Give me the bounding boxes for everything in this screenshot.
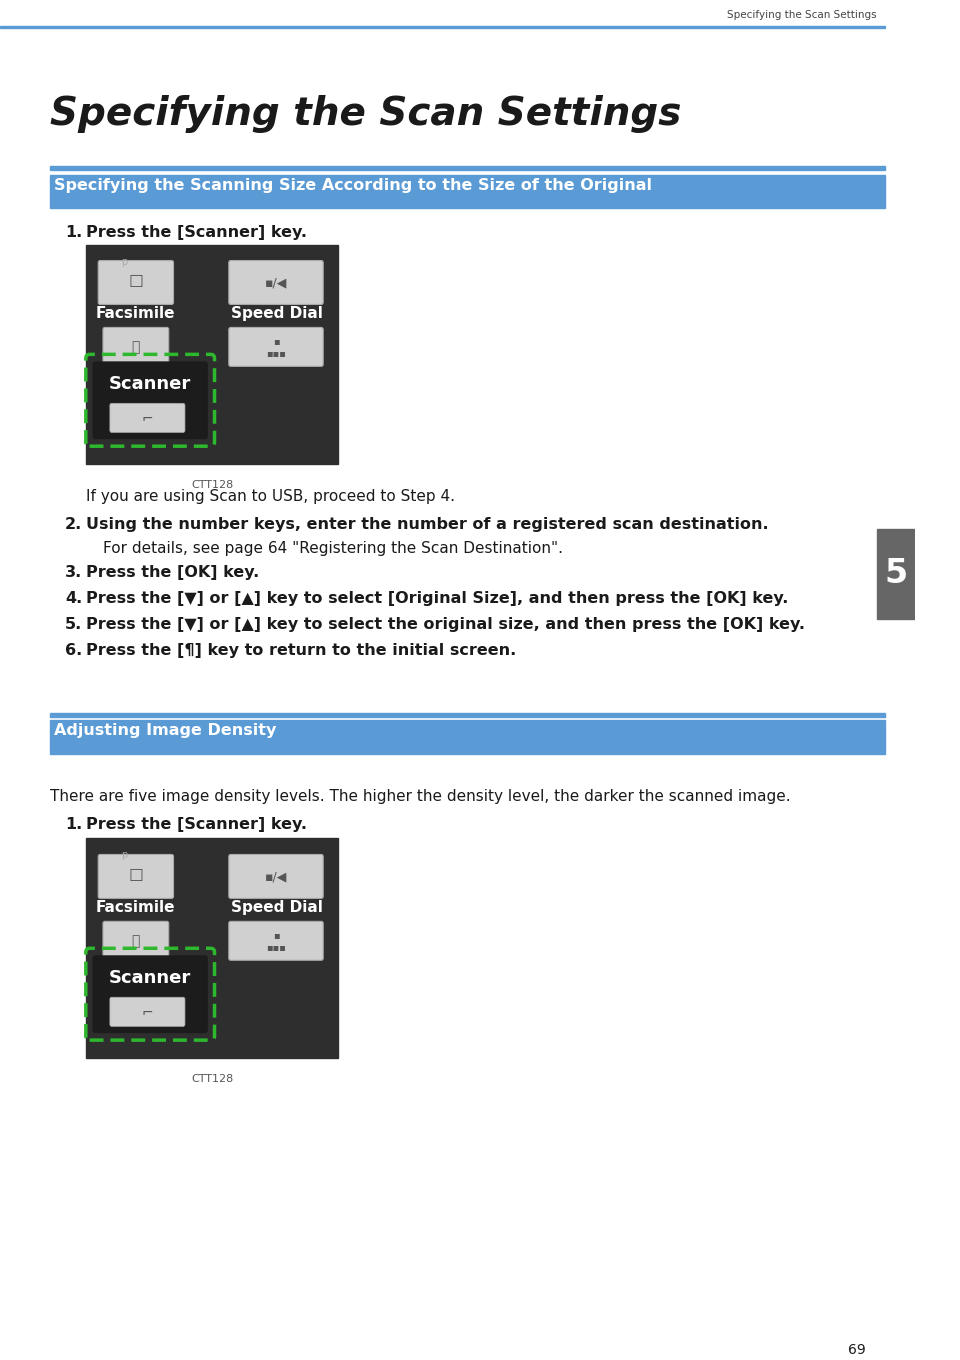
Text: Adjusting Image Density: Adjusting Image Density bbox=[55, 724, 276, 738]
Text: Specifying the Scanning Size According to the Size of the Original: Specifying the Scanning Size According t… bbox=[55, 178, 653, 193]
FancyBboxPatch shape bbox=[92, 362, 207, 439]
Text: Press the [▼] or [▲] key to select [Original Size], and then press the [OK] key.: Press the [▼] or [▲] key to select [Orig… bbox=[85, 592, 788, 607]
Bar bbox=[877, 529, 915, 619]
FancyBboxPatch shape bbox=[92, 955, 207, 1034]
Text: Press the [OK] key.: Press the [OK] key. bbox=[85, 564, 259, 579]
Text: CTT128: CTT128 bbox=[191, 1074, 233, 1084]
Text: Facsimile: Facsimile bbox=[96, 306, 175, 321]
FancyBboxPatch shape bbox=[228, 328, 324, 366]
FancyBboxPatch shape bbox=[103, 328, 169, 366]
Text: 𝄘: 𝄘 bbox=[132, 934, 140, 948]
Text: ▪/◀: ▪/◀ bbox=[265, 870, 287, 883]
Text: Scanner: Scanner bbox=[109, 375, 191, 393]
Bar bbox=[50, 166, 885, 170]
FancyBboxPatch shape bbox=[98, 854, 174, 899]
Text: ▪
▪▪▪: ▪ ▪▪▪ bbox=[266, 336, 286, 358]
Text: 69: 69 bbox=[848, 1342, 866, 1356]
Text: There are five image density levels. The higher the density level, the darker th: There are five image density levels. The… bbox=[50, 789, 790, 804]
Text: Specifying the Scan Settings: Specifying the Scan Settings bbox=[50, 95, 681, 133]
Text: 5: 5 bbox=[884, 558, 908, 590]
Text: Speed Dial: Speed Dial bbox=[230, 900, 323, 915]
Text: 1.: 1. bbox=[65, 224, 83, 239]
FancyBboxPatch shape bbox=[228, 921, 324, 960]
Bar bbox=[50, 713, 885, 717]
Text: CTT128: CTT128 bbox=[191, 480, 233, 490]
Bar bbox=[50, 751, 885, 753]
Bar bbox=[50, 174, 885, 204]
Text: ☐: ☐ bbox=[129, 273, 143, 291]
Text: Facsimile: Facsimile bbox=[96, 900, 175, 915]
Text: 4.: 4. bbox=[65, 592, 83, 607]
Text: Specifying the Scan Settings: Specifying the Scan Settings bbox=[728, 10, 877, 20]
Bar bbox=[85, 839, 339, 1058]
Bar bbox=[0, 26, 885, 29]
FancyBboxPatch shape bbox=[109, 997, 185, 1027]
FancyBboxPatch shape bbox=[103, 921, 169, 960]
Text: Press the [Scanner] key.: Press the [Scanner] key. bbox=[85, 816, 307, 831]
Text: ▪
▪▪▪: ▪ ▪▪▪ bbox=[266, 930, 286, 952]
Text: Scanner: Scanner bbox=[109, 970, 191, 987]
Text: ⌐: ⌐ bbox=[142, 1005, 154, 1019]
Text: If you are using Scan to USB, proceed to Step 4.: If you are using Scan to USB, proceed to… bbox=[85, 490, 455, 505]
Text: p: p bbox=[121, 257, 127, 267]
FancyBboxPatch shape bbox=[228, 261, 324, 305]
Text: 𝄘: 𝄘 bbox=[132, 340, 140, 354]
Text: ⌐: ⌐ bbox=[142, 411, 154, 424]
FancyBboxPatch shape bbox=[109, 404, 185, 432]
Text: For details, see page 64 "Registering the Scan Destination".: For details, see page 64 "Registering th… bbox=[103, 541, 563, 556]
Text: 2.: 2. bbox=[65, 517, 83, 532]
Text: Press the [¶] key to return to the initial screen.: Press the [¶] key to return to the initi… bbox=[85, 643, 516, 658]
Text: 5.: 5. bbox=[65, 617, 83, 632]
Text: 3.: 3. bbox=[65, 564, 83, 579]
Text: ☐: ☐ bbox=[129, 868, 143, 885]
FancyBboxPatch shape bbox=[98, 261, 174, 305]
Bar bbox=[85, 245, 339, 464]
Text: 1.: 1. bbox=[65, 816, 83, 831]
Bar bbox=[50, 204, 885, 208]
Text: p: p bbox=[121, 850, 127, 861]
Text: Speed Dial: Speed Dial bbox=[230, 306, 323, 321]
Text: Using the number keys, enter the number of a registered scan destination.: Using the number keys, enter the number … bbox=[85, 517, 768, 532]
Text: Press the [▼] or [▲] key to select the original size, and then press the [OK] ke: Press the [▼] or [▲] key to select the o… bbox=[85, 617, 804, 632]
Text: 6.: 6. bbox=[65, 643, 83, 658]
Text: Press the [Scanner] key.: Press the [Scanner] key. bbox=[85, 224, 307, 239]
Text: ▪/◀: ▪/◀ bbox=[265, 276, 287, 288]
FancyBboxPatch shape bbox=[228, 854, 324, 899]
Bar bbox=[50, 721, 885, 751]
